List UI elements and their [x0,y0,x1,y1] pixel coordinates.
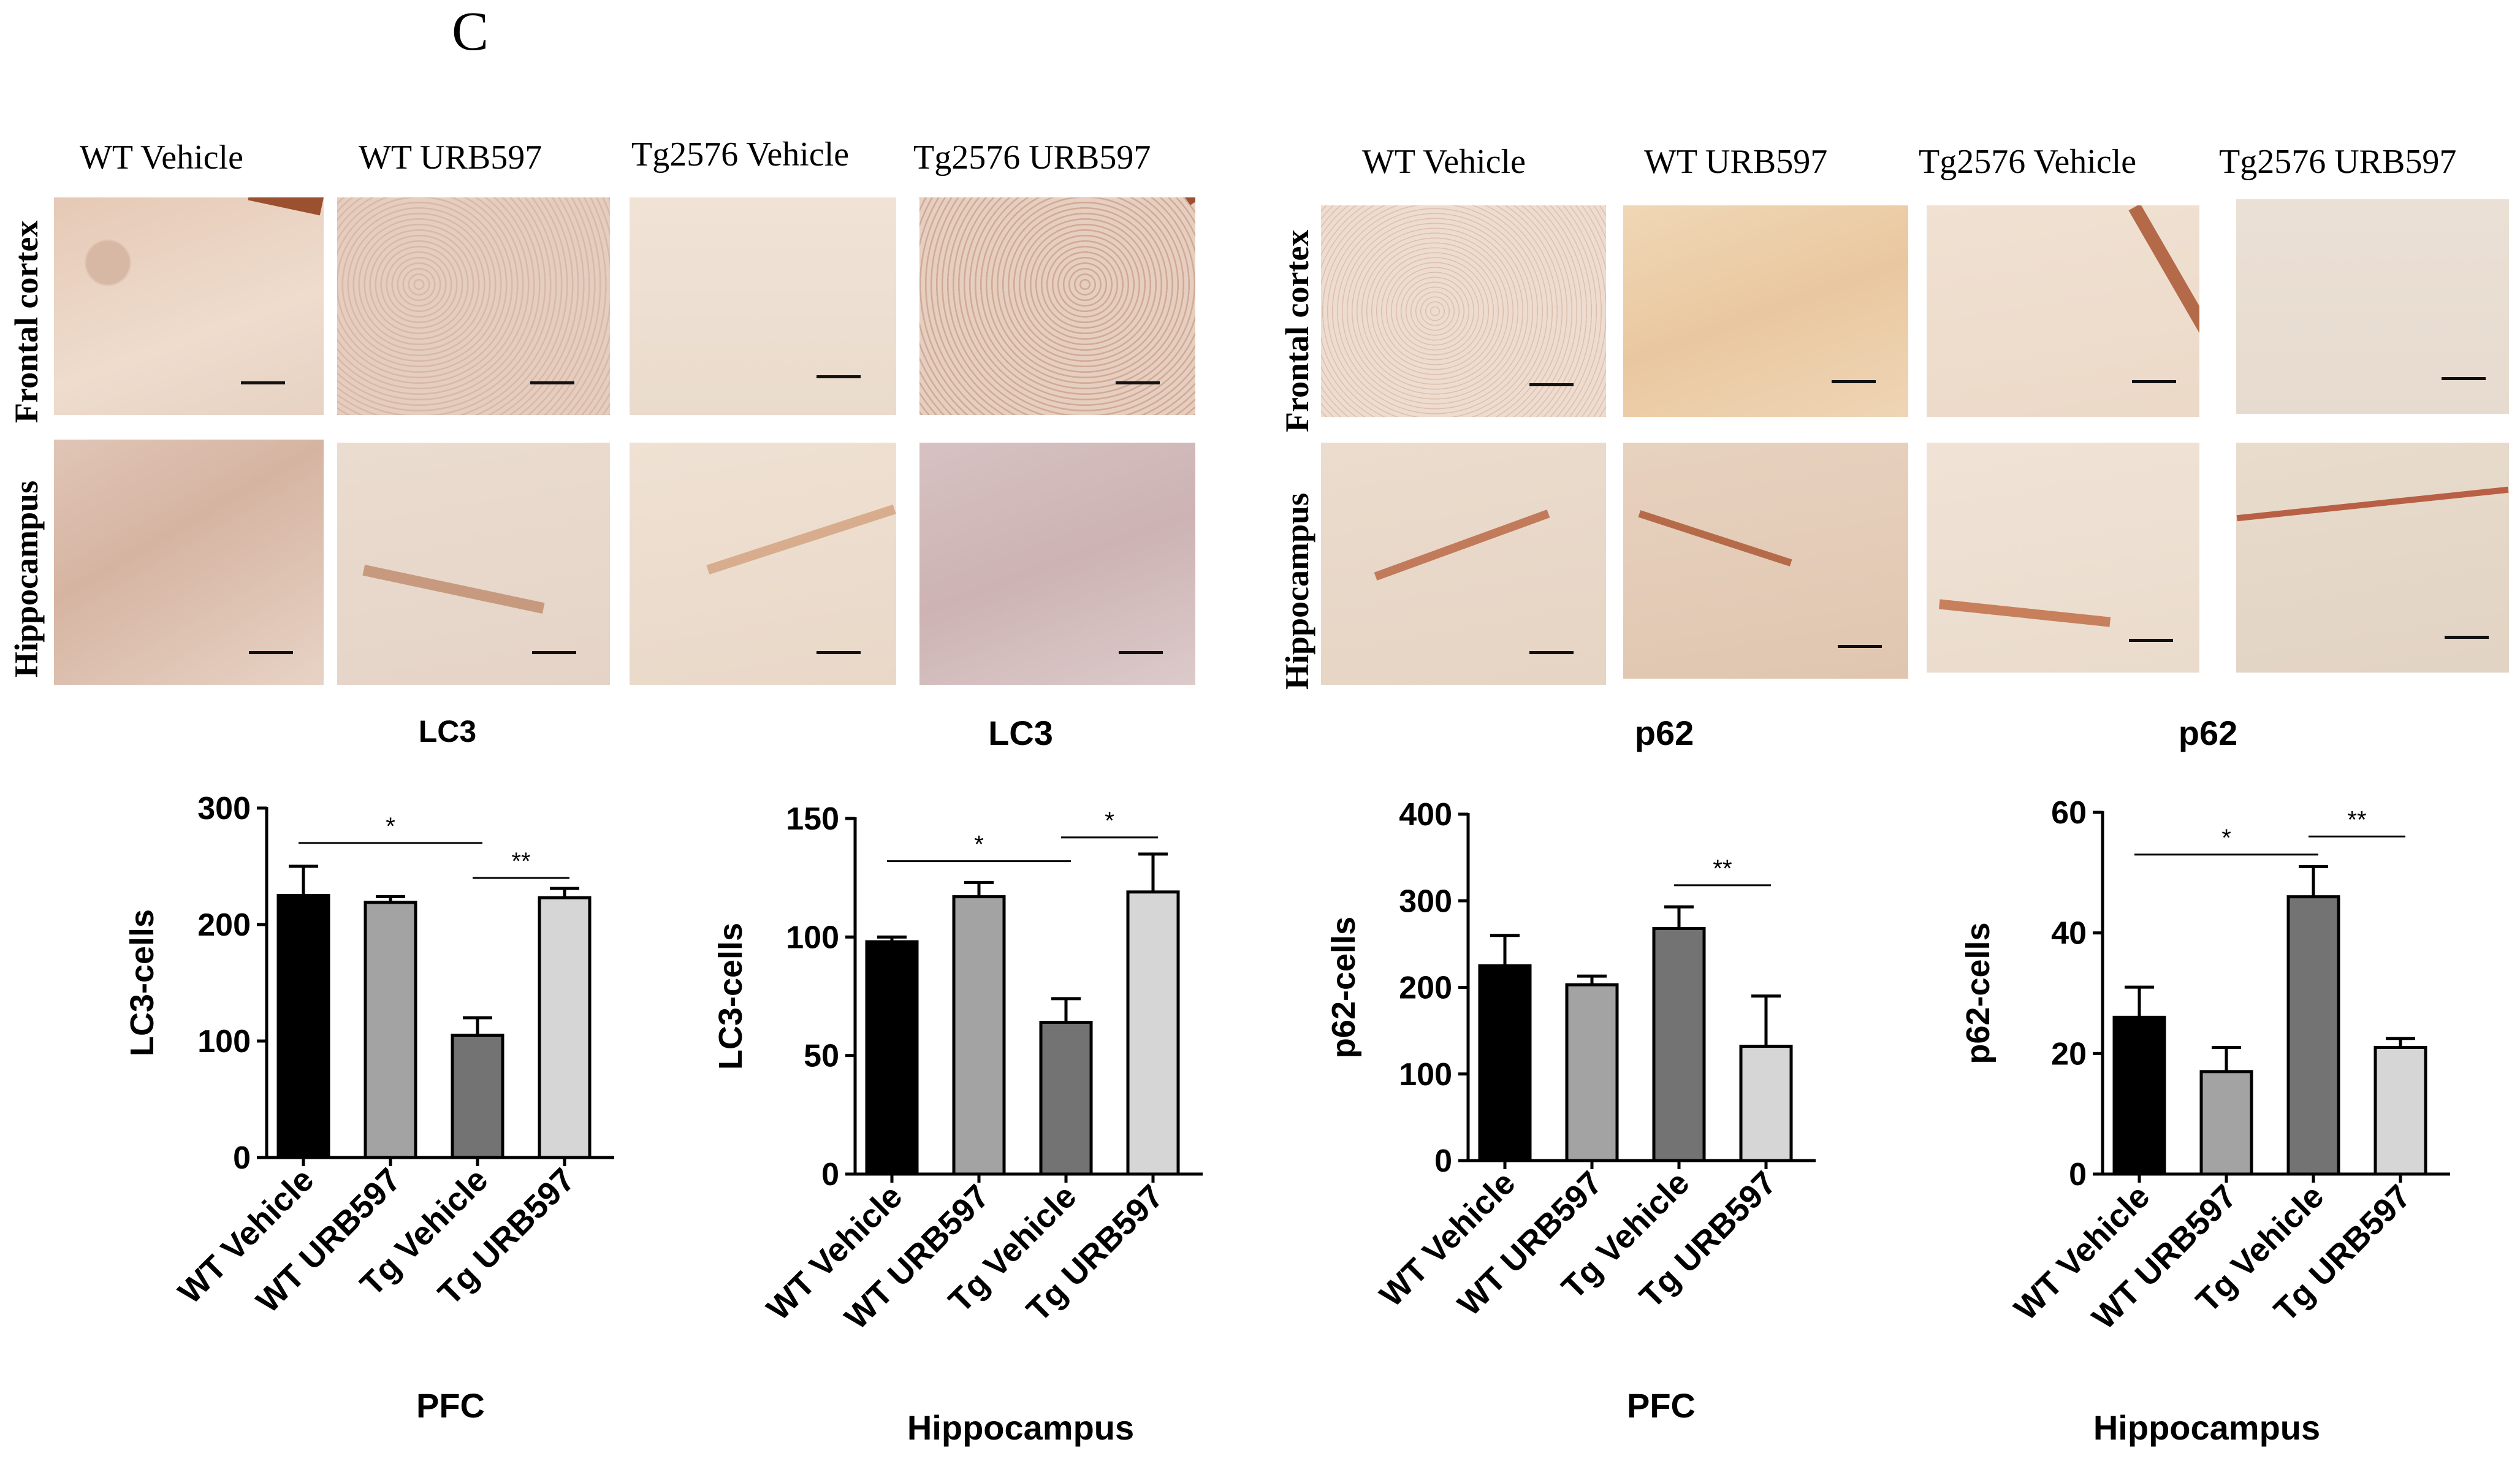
y-tick-label: 0 [2069,1157,2087,1192]
bar [2199,1070,2253,1176]
y-tick-label: 40 [2051,916,2087,952]
p62-col-label-tg-vehicle: Tg2576 Vehicle [1919,143,2137,181]
y-tick-label: 100 [1399,1057,1452,1093]
y-tick-label: 150 [786,801,839,837]
micrograph-lc3-frontal-tg-vehicle [630,197,896,415]
y-tick-label: 200 [197,907,251,943]
region-label: PFC [1627,1386,1696,1425]
bar [2286,895,2340,1176]
bar [865,940,919,1176]
chart-title: LC3 [988,714,1053,752]
region-label: PFC [416,1386,485,1425]
significance-label: * [974,831,984,858]
micrograph-p62-hippocampus-tg-vehicle [1927,443,2199,673]
y-tick-label: 400 [1399,797,1452,833]
significance-label: * [1105,807,1114,834]
y-tick-label: 60 [2051,795,2087,831]
significance-label: ** [511,848,530,875]
y-tick-label: 300 [197,791,251,826]
micrograph-p62-frontal-tg-urb597 [2236,199,2509,414]
y-axis-label: p62-cells [1325,917,1362,1058]
micrograph-lc3-hippocampus-wt-vehicle [54,440,324,685]
y-tick-label: 200 [1399,971,1452,1006]
panel-letter: C [452,1,489,62]
y-tick-label: 50 [804,1039,839,1074]
bar [1565,983,1619,1162]
bar [2373,1046,2427,1176]
y-axis-label: p62-cells [1960,922,1997,1064]
significance-label: * [386,813,395,840]
y-axis-label: LC3-cells [712,923,749,1070]
lc3-col-label-wt-urb597: WT URB597 [359,139,542,177]
micrograph-lc3-hippocampus-wt-urb597 [337,443,610,685]
y-tick-label: 20 [2051,1036,2087,1072]
p62-col-label-wt-vehicle: WT Vehicle [1362,143,1526,181]
micrograph-p62-hippocampus-wt-vehicle [1321,443,1606,685]
y-tick-label: 300 [1399,883,1452,919]
micrograph-p62-hippocampus-wt-urb597 [1623,443,1908,679]
bar [451,1034,504,1159]
y-tick-label: 0 [821,1157,839,1192]
chart-title: p62 [2179,714,2238,752]
bar [364,901,417,1159]
lc3-col-label-tg-vehicle: Tg2576 Vehicle [631,135,850,174]
y-tick-label: 100 [786,920,839,955]
p62-col-label-wt-urb597: WT URB597 [1644,143,1828,181]
micrograph-p62-hippocampus-tg-urb597 [2236,443,2509,673]
micrograph-lc3-frontal-wt-vehicle [54,197,324,415]
bar [1126,890,1180,1176]
bar [538,896,592,1159]
y-tick-label: 0 [1434,1143,1452,1179]
p62-col-label-tg-urb597: Tg2576 URB597 [2219,143,2457,181]
micrograph-lc3-hippocampus-tg-urb597 [919,443,1195,685]
significance-label: * [2221,825,2231,852]
chart-title: LC3 [419,714,476,749]
micrograph-p62-frontal-wt-urb597 [1623,205,1908,417]
micrograph-p62-frontal-tg-vehicle [1927,205,2199,417]
bar [1739,1045,1793,1162]
micrograph-lc3-hippocampus-tg-vehicle [630,443,896,685]
bar [1652,926,1706,1162]
y-tick-label: 0 [233,1140,251,1176]
y-axis-label: LC3-cells [124,909,161,1056]
bar [2112,1015,2166,1176]
lc3-col-label-tg-urb597: Tg2576 URB597 [913,139,1151,177]
bar [1039,1021,1093,1176]
micrograph-lc3-frontal-tg-urb597 [919,197,1195,415]
significance-label: ** [2347,806,2366,833]
chart-title: p62 [1635,714,1694,752]
region-label: Hippocampus [907,1408,1134,1447]
region-label: Hippocampus [2093,1408,2320,1447]
bar [1478,964,1532,1162]
lc3-col-label-wt-vehicle: WT Vehicle [80,139,243,177]
bar [276,894,330,1159]
micrograph-lc3-frontal-wt-urb597 [337,197,610,415]
bar [952,895,1006,1176]
y-tick-label: 100 [197,1024,251,1059]
significance-label: ** [1713,855,1732,882]
micrograph-p62-frontal-wt-vehicle [1321,205,1606,417]
